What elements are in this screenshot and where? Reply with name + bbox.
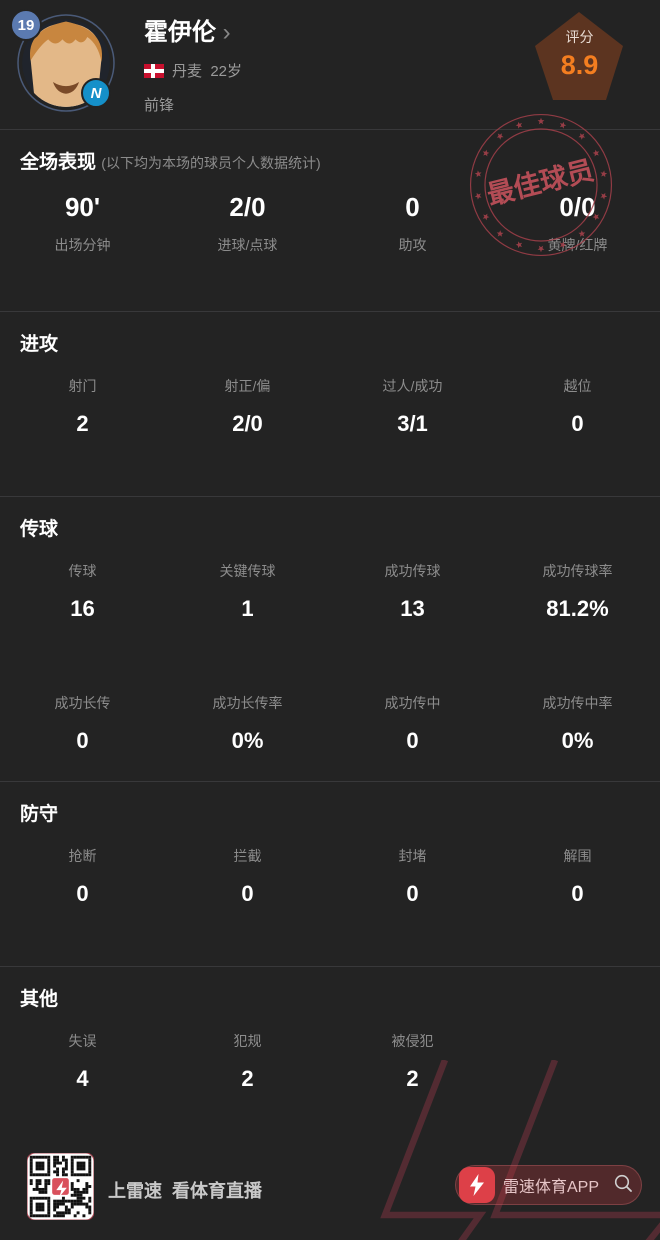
svg-text:最佳球员: 最佳球员 <box>484 154 597 210</box>
